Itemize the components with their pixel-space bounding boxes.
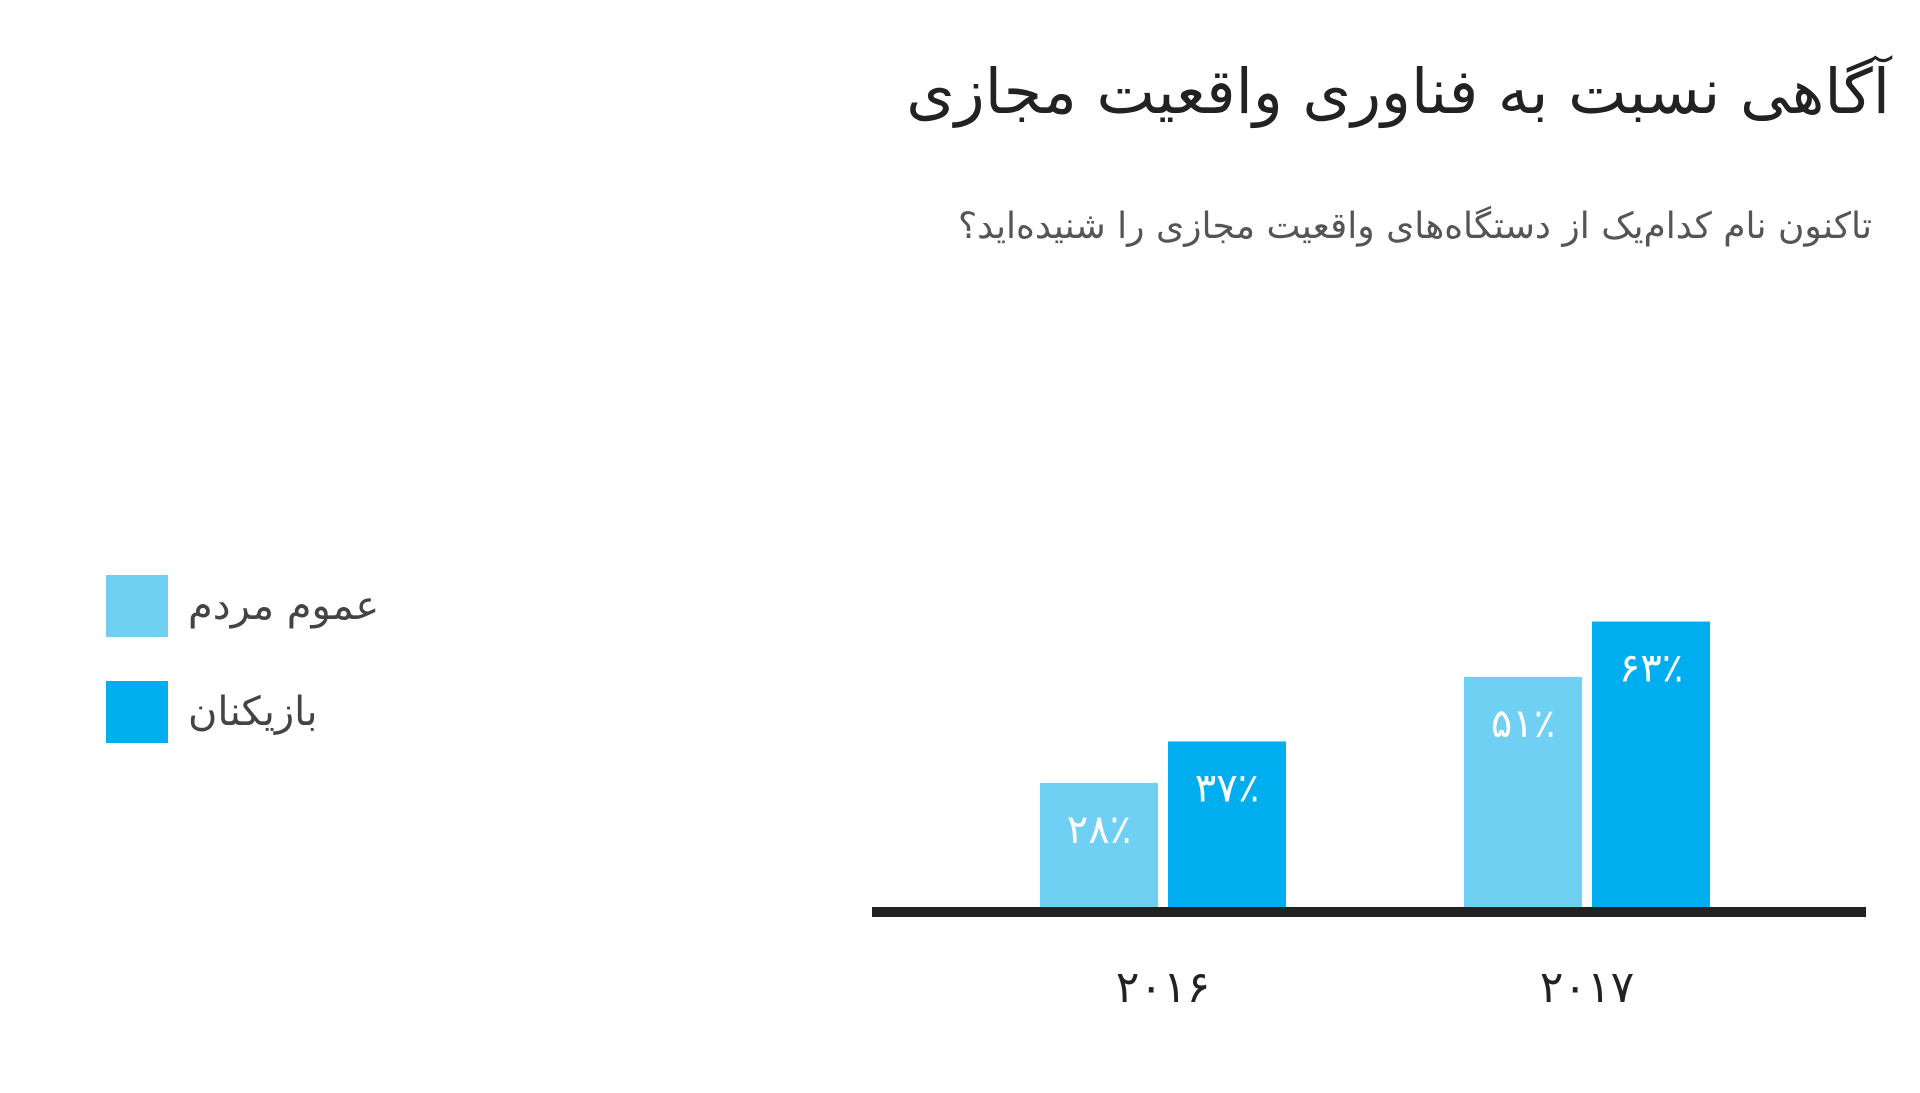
bar-public-0 [1040, 782, 1158, 912]
legend: عموم مردم بازیکنان [106, 575, 379, 787]
legend-label-gamers: بازیکنان [188, 689, 318, 735]
bar-gamers-1 [1592, 621, 1710, 912]
legend-label-public: عموم مردم [188, 583, 380, 629]
bar-label-public-0: ۲۸٪ [1067, 807, 1131, 853]
bar-gamers-0 [1168, 741, 1286, 912]
legend-swatch-public [106, 575, 168, 637]
legend-swatch-gamers [106, 681, 168, 743]
bar-public-1 [1464, 676, 1582, 912]
x-tick-label-0: ۲۰۱۶ [1116, 962, 1211, 1013]
bar-label-gamers-1: ۶۳٪ [1619, 646, 1683, 692]
x-tick-label-1: ۲۰۱۷ [1540, 962, 1635, 1013]
legend-item-public: عموم مردم [106, 575, 379, 637]
legend-item-gamers: بازیکنان [106, 681, 379, 743]
bar-label-public-1: ۵۱٪ [1491, 701, 1555, 747]
chart-title: آگاهی نسبت به فناوری واقعیت مجازی [906, 55, 1890, 128]
bar-label-gamers-0: ۳۷٪ [1195, 765, 1259, 811]
chart-subtitle: تاکنون نام کدام‌یک از دستگاه‌های واقعیت … [958, 206, 1872, 247]
